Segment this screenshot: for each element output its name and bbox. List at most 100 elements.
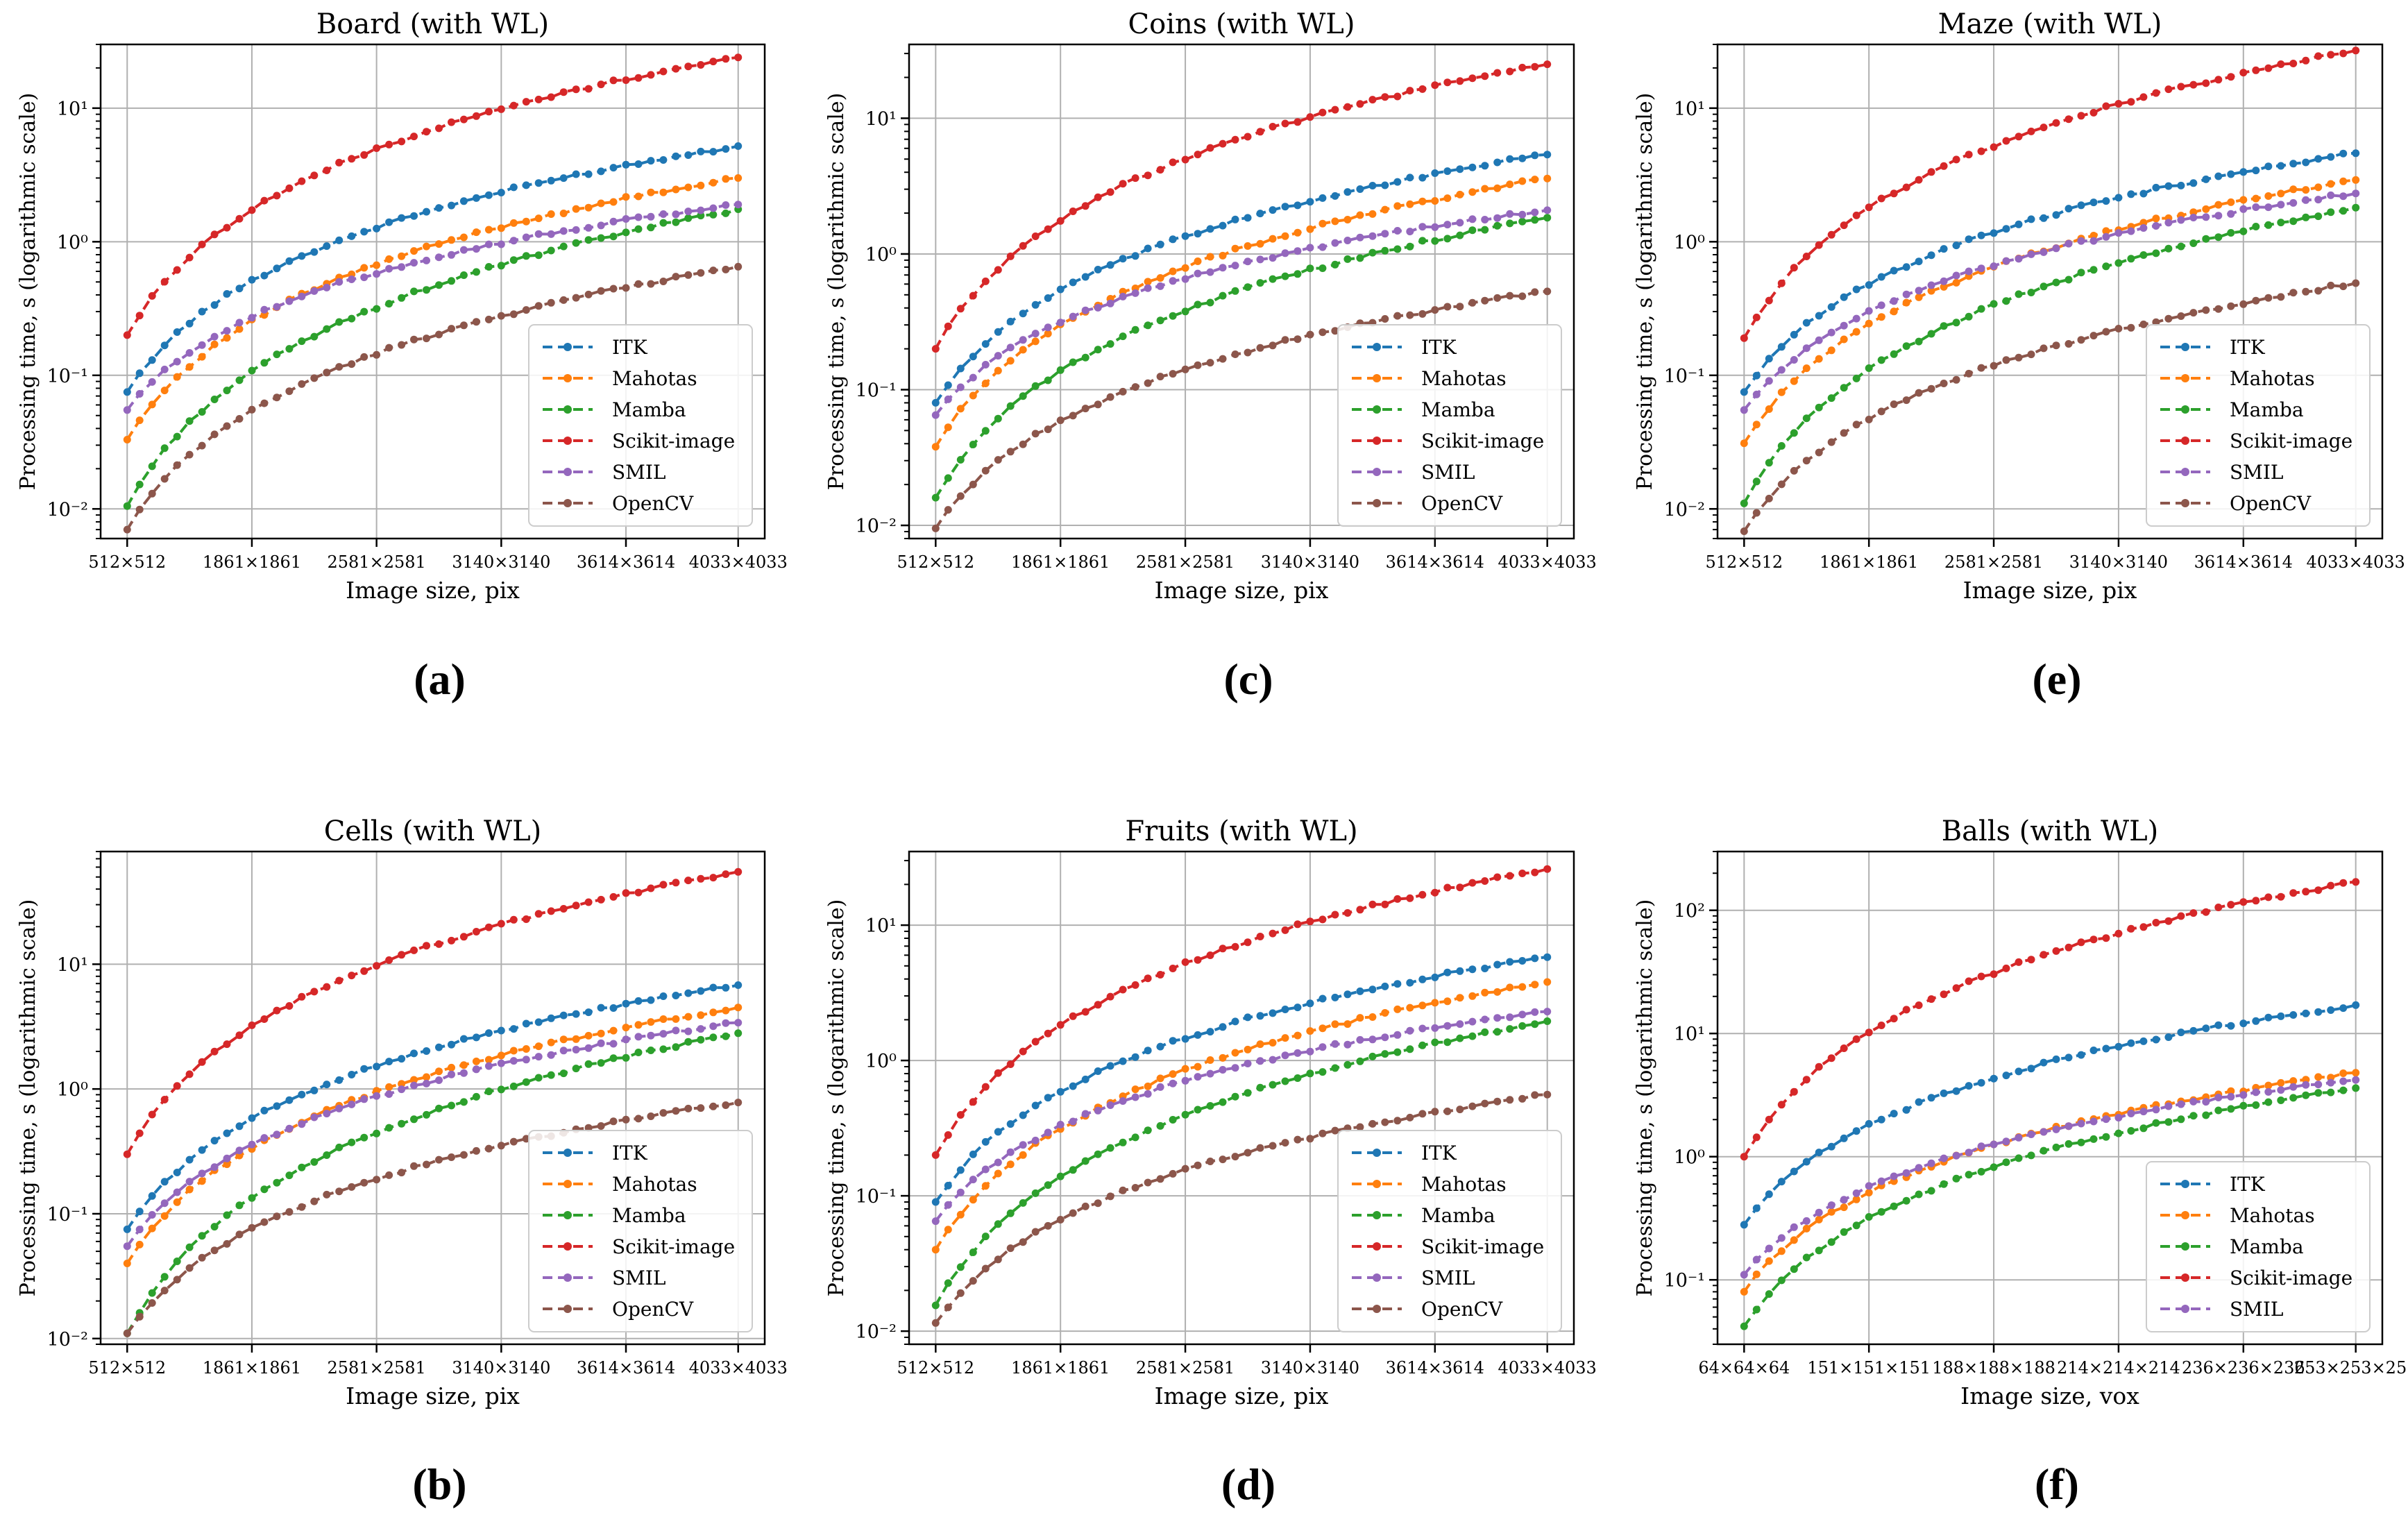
data-point <box>459 1061 468 1069</box>
data-point <box>1081 202 1089 210</box>
x-axis-label: Image size, pix <box>346 577 520 604</box>
data-point <box>1865 364 1873 372</box>
data-point <box>135 480 144 489</box>
data-point <box>185 1178 194 1186</box>
data-point <box>298 177 306 185</box>
data-point <box>1181 1076 1189 1085</box>
data-point <box>709 148 718 156</box>
data-point <box>2139 1037 2148 1045</box>
data-point <box>1006 317 1015 325</box>
data-point <box>2214 172 2223 180</box>
data-point <box>1319 328 1327 337</box>
data-point <box>1306 225 1314 233</box>
legend-label: Mahotas <box>612 1173 697 1196</box>
data-point <box>1156 373 1164 381</box>
legend-marker <box>2181 1211 2189 1219</box>
data-point <box>1194 230 1202 238</box>
data-point <box>969 1098 977 1106</box>
data-point <box>235 214 244 223</box>
x-tick-label: 64×64×64 <box>1698 1358 1790 1378</box>
data-point <box>684 1013 693 1021</box>
data-point <box>423 242 430 251</box>
data-point <box>2227 1022 2235 1030</box>
data-point <box>1940 380 1948 387</box>
data-point <box>1081 353 1089 362</box>
data-point <box>123 502 131 510</box>
data-point <box>1977 364 1985 372</box>
data-point <box>672 210 680 219</box>
data-point <box>323 242 331 251</box>
data-point <box>709 178 718 187</box>
data-point <box>1543 1008 1552 1016</box>
data-point <box>1902 1106 1910 1114</box>
data-point <box>410 1162 418 1170</box>
data-point <box>1356 254 1364 262</box>
data-point <box>497 240 505 248</box>
data-point <box>1069 1012 1077 1020</box>
data-point <box>2015 353 2023 362</box>
data-point <box>1069 1082 1077 1090</box>
data-point <box>2027 956 2035 964</box>
data-point <box>2252 1088 2260 1097</box>
data-point <box>684 62 693 71</box>
data-point <box>1094 1067 1102 1075</box>
data-point <box>1294 1031 1302 1040</box>
data-point <box>1740 499 1748 507</box>
data-point <box>2177 181 2185 189</box>
data-point <box>1244 1089 1252 1097</box>
data-point <box>2202 1024 2210 1033</box>
data-point <box>1219 1053 1227 1062</box>
data-point <box>223 387 231 395</box>
data-point <box>1031 232 1040 240</box>
data-point <box>2202 1098 2210 1106</box>
data-point <box>1131 1085 1139 1094</box>
data-point <box>2239 1091 2248 1099</box>
data-point <box>2289 60 2298 67</box>
data-point <box>1990 143 1998 151</box>
data-point <box>335 1076 344 1084</box>
data-point <box>1902 342 1910 350</box>
data-point <box>2127 924 2135 933</box>
y-tick-label: 10⁻¹ <box>47 366 88 387</box>
y-tick-label: 10⁰ <box>1674 232 1705 253</box>
data-point <box>1493 221 1502 230</box>
data-point <box>1106 1144 1114 1152</box>
data-point <box>2127 1110 2135 1117</box>
data-point <box>2339 192 2348 201</box>
data-point <box>2040 344 2048 353</box>
data-point <box>1802 1253 1811 1262</box>
data-point <box>697 181 705 189</box>
data-point <box>123 1225 131 1233</box>
data-point <box>1443 78 1452 87</box>
y-tick-label: 10¹ <box>865 915 897 937</box>
data-point <box>994 1158 1002 1167</box>
data-point <box>1106 393 1114 401</box>
data-point <box>2227 73 2235 81</box>
data-point <box>1119 292 1127 300</box>
data-point <box>448 118 455 126</box>
data-point <box>1393 178 1402 186</box>
data-point <box>2239 168 2248 176</box>
data-point <box>135 1312 144 1321</box>
data-point <box>509 256 518 264</box>
data-point <box>2089 1117 2098 1126</box>
legend-label: SMIL <box>2230 1298 2284 1321</box>
data-point <box>1381 93 1389 101</box>
data-point <box>160 341 169 350</box>
data-point <box>1777 366 1786 374</box>
data-point <box>148 462 156 471</box>
data-point <box>1740 406 1748 414</box>
data-point <box>597 221 605 230</box>
data-point <box>185 319 194 328</box>
data-point <box>248 1140 256 1149</box>
data-point <box>1506 983 1514 992</box>
data-point <box>1740 1287 1748 1296</box>
data-point <box>559 296 568 304</box>
data-point <box>1965 151 1973 159</box>
data-point <box>1069 1117 1077 1126</box>
data-point <box>1368 900 1377 908</box>
data-point <box>210 230 219 239</box>
data-point <box>160 1096 169 1103</box>
data-point <box>1431 223 1439 231</box>
data-point <box>2077 336 2085 344</box>
